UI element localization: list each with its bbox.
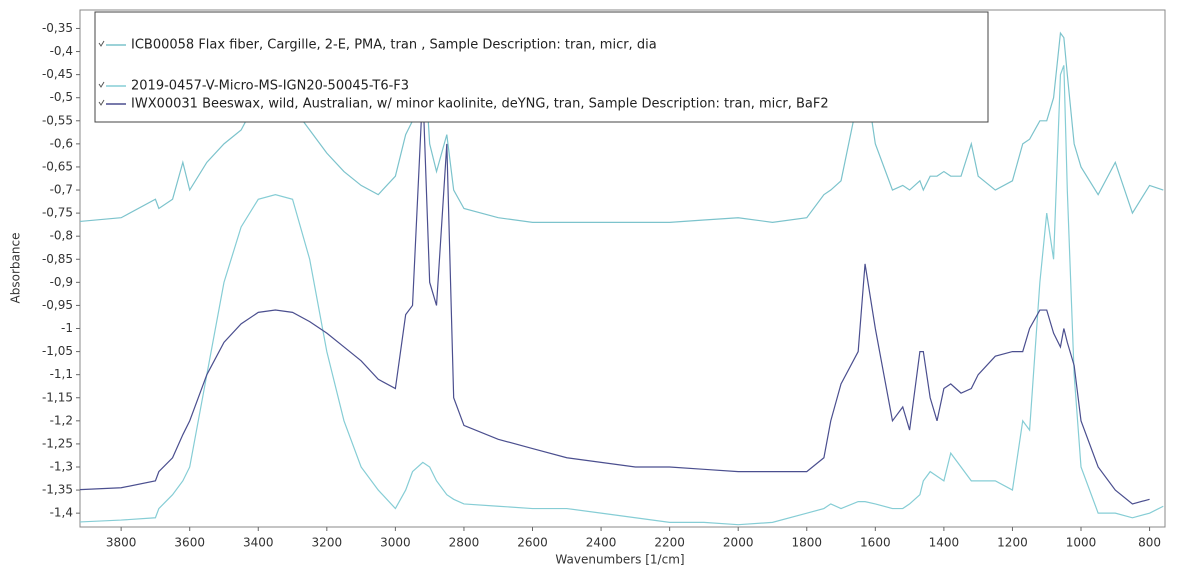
x-tick-label: 2800	[449, 536, 480, 550]
legend-check	[98, 99, 105, 106]
y-tick-label: -1,2	[50, 413, 73, 427]
y-tick-label: -1	[61, 321, 73, 335]
y-tick-label: -1,05	[42, 344, 73, 358]
x-tick-label: 3400	[243, 536, 274, 550]
legend-box	[94, 11, 989, 123]
legend-label: 2019-0457-V-Micro-MS-IGN20-50045-T6-F3	[131, 79, 409, 94]
x-tick-label: 2400	[586, 536, 617, 550]
y-tick-label: -0,65	[42, 159, 73, 173]
axes: -0,35 -0,4 -0,45 -0,5 -0,55 -0,6 -0,65 -0,7 -0,7…	[42, 21, 1161, 550]
y-tick-label: -0,45	[42, 67, 73, 81]
x-tick-label: 1400	[929, 536, 960, 550]
legend-check	[98, 40, 105, 47]
x-tick-label: 3200	[312, 536, 343, 550]
spectrum-line	[80, 88, 1150, 505]
x-tick-label: 2600	[517, 536, 548, 550]
legend-check	[98, 81, 105, 88]
x-axis-label: Wavenumbers [1/cm]	[555, 553, 684, 567]
y-tick-label: -0,7	[50, 183, 73, 197]
legend-label: ICB00058 Flax fiber, Cargille, 2-E, PMA,…	[131, 38, 657, 53]
y-tick-label: -0,5	[50, 90, 73, 104]
y-tick-label: -0,95	[42, 298, 73, 312]
y-tick-label: -0,55	[42, 113, 73, 127]
y-axis-label: Absorbance	[9, 233, 23, 304]
x-tick-label: 1800	[791, 536, 822, 550]
legend-label: IWX00031 Beeswax, wild, Australian, w/ m…	[131, 97, 829, 112]
x-tick-label: 1200	[997, 536, 1028, 550]
x-tick-label: 3000	[380, 536, 411, 550]
y-tick-label: -1,35	[42, 483, 73, 497]
spectrum-line	[80, 65, 1164, 526]
y-tick-label: -0,4	[50, 44, 73, 58]
y-tick-label: -0,8	[50, 229, 73, 243]
x-tick-label: 1600	[860, 536, 891, 550]
x-tick-label: 2000	[723, 536, 754, 550]
y-tick-label: -1,4	[50, 506, 73, 520]
y-tick-label: -1,15	[42, 390, 73, 404]
y-tick-label: -0,75	[42, 206, 73, 220]
x-tick-label: 3600	[174, 536, 205, 550]
y-tick-label: -0,9	[50, 275, 73, 289]
x-tick-label: 1000	[1066, 536, 1097, 550]
x-tick-label: 2200	[654, 536, 685, 550]
legend: ICB00058 Flax fiber, Cargille, 2-E, PMA,…	[94, 11, 989, 123]
y-tick-label: -1,1	[50, 367, 73, 381]
y-tick-label: -0,6	[50, 136, 73, 150]
y-tick-label: -0,85	[42, 252, 73, 266]
y-tick-label: -0,35	[42, 21, 73, 35]
x-tick-label: 3800	[106, 536, 137, 550]
y-tick-label: -1,25	[42, 436, 73, 450]
y-tick-label: -1,3	[50, 459, 73, 473]
x-tick-label: 800	[1138, 536, 1161, 550]
